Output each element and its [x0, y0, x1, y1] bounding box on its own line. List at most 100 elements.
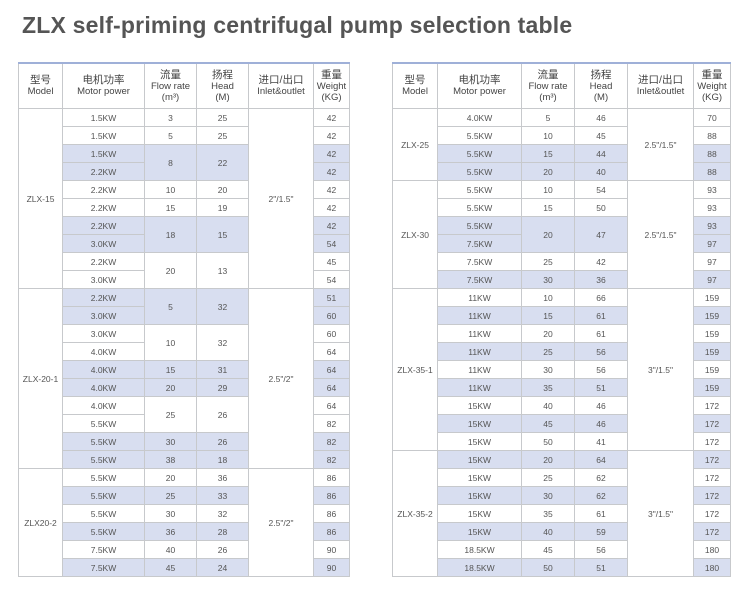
table-row: 3.0KW 54: [19, 270, 350, 289]
weight-cell: 54: [313, 270, 350, 289]
head-cell: 32: [196, 504, 249, 523]
inlet-outlet-cell: 2.5"/1.5": [627, 180, 694, 289]
flow-rate-cell: 45: [144, 558, 197, 577]
weight-cell: 42: [313, 126, 350, 145]
motor-power-cell: 15KW: [437, 396, 522, 415]
table-row: 15KW 40 46 172: [393, 396, 731, 415]
head-cell: 46: [574, 108, 628, 127]
flow-rate-cell: 3: [144, 108, 197, 127]
motor-power-cell: 5.5KW: [62, 450, 145, 469]
weight-cell: 159: [693, 306, 731, 325]
motor-power-cell: 4.0KW: [62, 378, 145, 397]
header-weight-en: Weight: [316, 80, 347, 92]
motor-power-cell: 2.2KW: [62, 288, 145, 307]
head-cell: 19: [196, 198, 249, 217]
flow-rate-cell: 38: [144, 450, 197, 469]
flow-rate-cell: 45: [521, 414, 575, 433]
motor-power-cell: 11KW: [437, 324, 522, 343]
flow-rate-cell: 8: [144, 144, 197, 181]
weight-cell: 86: [313, 522, 350, 541]
header-weight-unit: (KG): [701, 91, 723, 103]
motor-power-cell: 7.5KW: [62, 558, 145, 577]
weight-cell: 86: [313, 468, 350, 487]
flow-rate-cell: 20: [521, 162, 575, 181]
flow-rate-cell: 30: [144, 432, 197, 451]
table-row: 4.0KW 20 29 64: [19, 378, 350, 397]
weight-cell: 42: [313, 162, 350, 181]
header-weight-en: Weight: [697, 80, 727, 92]
motor-power-cell: 7.5KW: [437, 234, 522, 253]
weight-cell: 97: [693, 252, 731, 271]
motor-power-cell: 18.5KW: [437, 558, 522, 577]
flow-rate-cell: 25: [521, 342, 575, 361]
weight-cell: 86: [313, 504, 350, 523]
header-power: 电机功率 Motor power: [437, 62, 522, 109]
head-cell: 51: [574, 558, 628, 577]
table-row: 15KW 45 46 172: [393, 414, 731, 433]
motor-power-cell: 5.5KW: [437, 126, 522, 145]
flow-rate-cell: 20: [521, 450, 575, 469]
weight-cell: 180: [693, 540, 731, 559]
header-weight-unit: (KG): [321, 91, 342, 103]
motor-power-cell: 2.2KW: [62, 216, 145, 235]
header-head-unit: (M): [215, 91, 230, 103]
table-row: 15KW 40 59 172: [393, 522, 731, 541]
table-row: 11KW 35 51 159: [393, 378, 731, 397]
weight-cell: 54: [313, 234, 350, 253]
motor-power-cell: 4.0KW: [62, 342, 145, 361]
header-model-en: Model: [27, 86, 54, 97]
model-cell: ZLX-20-1: [18, 288, 63, 469]
head-cell: 20: [196, 180, 249, 199]
weight-cell: 64: [313, 360, 350, 379]
head-cell: 47: [574, 216, 628, 253]
flow-rate-cell: 20: [144, 468, 197, 487]
header-head-en: Head: [211, 80, 234, 92]
header-weight-zh: 重量: [701, 68, 723, 81]
inlet-outlet-cell: 2"/1.5": [248, 108, 314, 289]
table-row: 2.2KW 15 19 42: [19, 198, 350, 217]
weight-cell: 172: [693, 522, 731, 541]
header-flow-unit: (m³): [539, 91, 557, 103]
weight-cell: 60: [313, 324, 350, 343]
head-cell: 45: [574, 126, 628, 145]
flow-rate-cell: 10: [144, 180, 197, 199]
head-cell: 24: [196, 558, 249, 577]
weight-cell: 42: [313, 144, 350, 163]
model-cell: ZLX-15: [18, 108, 63, 289]
table-row: ZLX-25 4.0KW 5 46 2.5"/1.5" 70: [392, 108, 731, 181]
head-cell: 56: [574, 360, 628, 379]
motor-power-cell: 4.0KW: [437, 108, 522, 127]
weight-cell: 93: [693, 198, 731, 217]
motor-power-cell: 7.5KW: [437, 252, 522, 271]
table-row: ZLX-35-1 11KW 10 66 3"/1.5" 159: [392, 288, 731, 451]
head-cell: 41: [574, 432, 628, 451]
weight-cell: 51: [313, 288, 350, 307]
weight-cell: 180: [693, 558, 731, 577]
motor-power-cell: 11KW: [437, 342, 522, 361]
table-row: 5.5KW 82: [19, 414, 350, 433]
head-cell: 26: [196, 432, 249, 451]
flow-rate-cell: 20: [144, 252, 197, 289]
head-cell: 33: [196, 486, 249, 505]
head-cell: 25: [196, 126, 249, 145]
table-row: ZLX-30 5.5KW 10 54 2.5"/1.5" 93: [392, 180, 731, 289]
head-cell: 61: [574, 504, 628, 523]
weight-cell: 172: [693, 432, 731, 451]
motor-power-cell: 5.5KW: [437, 180, 522, 199]
head-cell: 36: [196, 468, 249, 487]
table-row: ZLX-20-1 2.2KW 5 32 2.5"/2" 51: [18, 288, 350, 469]
head-cell: 29: [196, 378, 249, 397]
flow-rate-cell: 10: [521, 288, 575, 307]
head-cell: 26: [196, 540, 249, 559]
flow-rate-cell: 30: [521, 270, 575, 289]
motor-power-cell: 5.5KW: [62, 522, 145, 541]
motor-power-cell: 5.5KW: [437, 144, 522, 163]
head-cell: 32: [196, 324, 249, 361]
flow-rate-cell: 15: [144, 198, 197, 217]
table-row: ZLX-15 1.5KW 3 25 2"/1.5" 42: [18, 108, 350, 289]
weight-cell: 159: [693, 324, 731, 343]
motor-power-cell: 15KW: [437, 450, 522, 469]
header-model: 型号 Model: [18, 62, 63, 109]
inlet-outlet-cell: 2.5"/2": [248, 468, 314, 577]
table-header: 型号 Model 电机功率 Motor power 流量 Flow rate (m³) 扬程 H…: [392, 62, 731, 109]
